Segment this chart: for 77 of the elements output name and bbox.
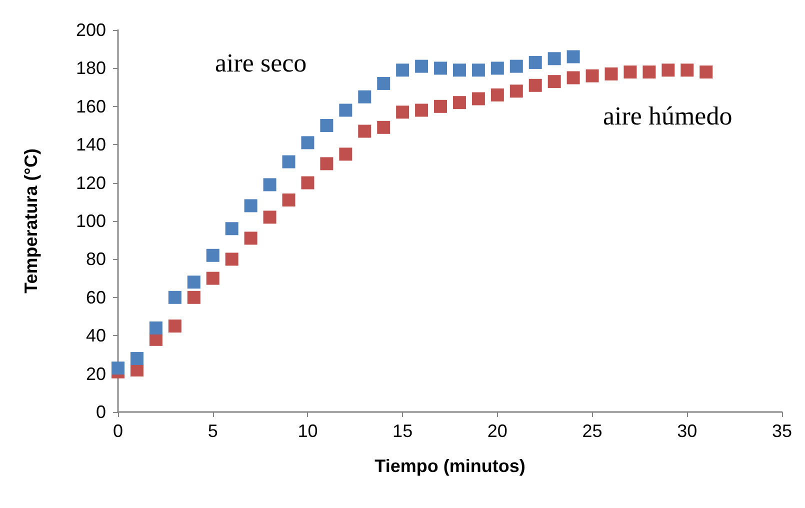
point (301, 136, 314, 150)
point (642, 66, 656, 79)
point (168, 290, 182, 304)
point (206, 272, 220, 285)
x-tick-label: 35 (772, 421, 792, 441)
y-tick-label: 40 (86, 326, 106, 346)
point (263, 178, 276, 192)
point (130, 352, 144, 366)
point (282, 155, 296, 168)
series-label: aire seco (215, 48, 307, 78)
x-axis-title: Tiempo (minutos) (374, 456, 526, 476)
x-tick-label: 25 (582, 421, 602, 441)
point (377, 120, 390, 134)
point (301, 176, 314, 190)
point (490, 88, 504, 102)
point (377, 76, 390, 90)
point (528, 78, 542, 92)
y-tick-label: 120 (76, 172, 106, 193)
x-tick-label: 0 (112, 421, 124, 441)
point (510, 60, 523, 73)
point (586, 69, 599, 82)
point (339, 104, 352, 117)
point (528, 56, 542, 69)
y-tick-label: 0 (96, 402, 106, 422)
point (548, 75, 561, 88)
y-axis-title: Temperatura (°C) (21, 148, 41, 294)
point (225, 252, 238, 266)
point (490, 62, 504, 75)
point (662, 64, 675, 77)
point (187, 290, 200, 304)
point (452, 96, 466, 110)
point (700, 66, 713, 79)
point (604, 67, 618, 80)
point (472, 92, 485, 106)
point (680, 64, 694, 77)
x-tick-label: 10 (298, 421, 318, 441)
point (548, 52, 561, 66)
point (396, 106, 410, 119)
x-tick-label: 15 (392, 421, 413, 441)
y-tick-label: 100 (76, 211, 106, 231)
point (415, 104, 428, 117)
point (339, 148, 352, 161)
y-tick-label: 20 (86, 364, 106, 384)
point (168, 320, 182, 333)
y-tick-label: 160 (76, 96, 106, 116)
point (510, 84, 523, 98)
point (206, 248, 220, 262)
point (320, 157, 334, 170)
point (566, 71, 580, 84)
point (566, 50, 580, 64)
point (187, 276, 200, 289)
point (112, 362, 124, 375)
point (434, 100, 448, 113)
point (225, 222, 238, 236)
point (149, 321, 162, 334)
point (434, 62, 448, 75)
series-label: aire húmedo (603, 102, 732, 130)
point (624, 66, 637, 79)
y-tick-label: 80 (86, 249, 106, 270)
point (358, 90, 372, 104)
y-tick-label: 60 (86, 287, 106, 308)
point (244, 232, 258, 245)
y-tick-label: 180 (76, 58, 106, 78)
y-tick-label: 200 (76, 20, 106, 40)
x-tick-label: 30 (677, 421, 698, 441)
point (358, 124, 372, 138)
x-tick-label: 20 (487, 421, 508, 441)
point (396, 64, 410, 77)
point (472, 64, 485, 77)
point (415, 60, 428, 73)
point (263, 210, 276, 224)
x-tick-label: 5 (208, 421, 218, 441)
y-tick-label: 140 (76, 134, 106, 155)
point (282, 193, 296, 206)
point (320, 119, 334, 132)
point (244, 199, 258, 212)
point (452, 64, 466, 77)
